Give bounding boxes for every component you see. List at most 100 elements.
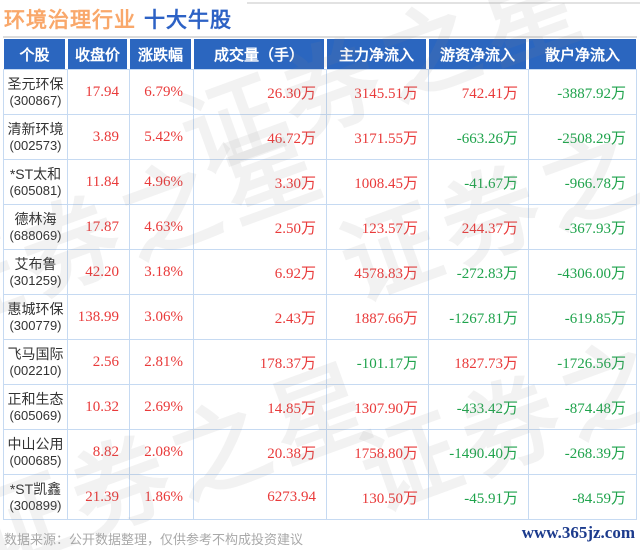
change-value: 3.06%	[130, 295, 193, 339]
column-header: 散户净流入	[528, 39, 637, 69]
hot-value: 244.37万	[429, 205, 528, 249]
main-value: 1008.45万	[327, 160, 428, 204]
main-value: 1307.90万	[327, 385, 428, 429]
change-value: 4.63%	[130, 205, 193, 249]
main-value: 123.57万	[327, 205, 428, 249]
stock-cell: *ST凯鑫 (300899)	[4, 475, 67, 519]
main-value: 4578.83万	[327, 250, 428, 294]
top-divider-line	[247, 2, 640, 4]
change-value: 6.79%	[130, 70, 193, 114]
stock-cell: *ST太和 (605081)	[4, 160, 67, 204]
stock-name: *ST太和	[9, 165, 62, 182]
retail-value: -367.93万	[529, 205, 636, 249]
main-value: 3145.51万	[327, 70, 428, 114]
main-value: -101.17万	[327, 340, 428, 384]
retail-value: -268.39万	[529, 430, 636, 474]
hot-value: -41.67万	[429, 160, 528, 204]
retail-value: -2508.29万	[529, 115, 636, 159]
hot-value: -1490.40万	[429, 430, 528, 474]
stock-name: 德林海	[14, 210, 57, 227]
retail-value: -966.78万	[529, 160, 636, 204]
stock-code: (688069)	[9, 227, 62, 243]
change-value: 2.81%	[130, 340, 193, 384]
stock-cell: 飞马国际 (002210)	[4, 340, 67, 384]
change-value: 4.96%	[130, 160, 193, 204]
stock-code: (301259)	[9, 272, 62, 288]
title-industry: 环境治理行业	[4, 9, 136, 32]
hot-value: 1827.73万	[429, 340, 528, 384]
column-header: 主力净流入	[326, 39, 427, 69]
close-value: 17.94	[68, 70, 129, 114]
close-value: 3.89	[68, 115, 129, 159]
volume-value: 3.30万	[194, 160, 326, 204]
stock-code: (002573)	[9, 137, 62, 153]
stock-code: (002210)	[9, 362, 62, 378]
close-value: 8.82	[68, 430, 129, 474]
hot-value: -1267.81万	[429, 295, 528, 339]
stock-code: (605081)	[9, 182, 62, 198]
stock-code: (300867)	[9, 92, 62, 108]
main-value: 1887.66万	[327, 295, 428, 339]
stock-cell: 艾布鲁 (301259)	[4, 250, 67, 294]
stock-cell: 圣元环保 (300867)	[4, 70, 67, 114]
column-header: 收盘价	[67, 39, 128, 69]
volume-value: 26.30万	[194, 70, 326, 114]
stock-name: *ST凯鑫	[9, 480, 62, 497]
column-header: 个股	[3, 39, 66, 69]
volume-value: 2.43万	[194, 295, 326, 339]
hot-value: -45.91万	[429, 475, 528, 519]
close-value: 17.87	[68, 205, 129, 249]
hot-value: 742.41万	[429, 70, 528, 114]
main-value: 130.50万	[327, 475, 428, 519]
hot-value: -663.26万	[429, 115, 528, 159]
volume-value: 14.85万	[194, 385, 326, 429]
close-value: 11.84	[68, 160, 129, 204]
stock-code: (605069)	[9, 407, 62, 423]
stock-table: 个股 收盘价 涨跌幅 成交量（手） 主力净流入 游资净流入 散户净流入 圣元环保 (30086…	[3, 36, 637, 520]
hot-value: -272.83万	[429, 250, 528, 294]
stock-cell: 清新环境 (002573)	[4, 115, 67, 159]
hot-value: -433.42万	[429, 385, 528, 429]
retail-value: -4306.00万	[529, 250, 636, 294]
stock-name: 清新环境	[7, 120, 64, 137]
retail-value: -3887.92万	[529, 70, 636, 114]
stock-name: 正和生态	[7, 390, 64, 407]
change-value: 2.08%	[130, 430, 193, 474]
stock-code: (000685)	[9, 452, 62, 468]
column-header: 涨跌幅	[129, 39, 192, 69]
stock-cell: 惠城环保 (300779)	[4, 295, 67, 339]
stock-name: 圣元环保	[7, 75, 64, 92]
change-value: 5.42%	[130, 115, 193, 159]
change-value: 1.86%	[130, 475, 193, 519]
retail-value: -619.85万	[529, 295, 636, 339]
column-header: 游资净流入	[428, 39, 527, 69]
stock-code: (300899)	[9, 497, 62, 513]
close-value: 10.32	[68, 385, 129, 429]
volume-value: 46.72万	[194, 115, 326, 159]
data-source-note: 数据来源：公开数据整理，仅供参考不构成投资建议	[4, 532, 304, 547]
stock-table-body: 圣元环保 (300867) 17.94 6.79% 26.30万 3145.51万 742.…	[3, 69, 637, 520]
close-value: 21.39	[68, 475, 129, 519]
volume-value: 6273.94	[194, 475, 326, 519]
volume-value: 20.38万	[194, 430, 326, 474]
stock-cell: 正和生态 (605069)	[4, 385, 67, 429]
close-value: 42.20	[68, 250, 129, 294]
stock-name: 中山公用	[7, 435, 64, 452]
stock-cell: 中山公用 (000685)	[4, 430, 67, 474]
table-top-border	[3, 36, 637, 38]
change-value: 3.18%	[130, 250, 193, 294]
volume-value: 2.50万	[194, 205, 326, 249]
main-value: 1758.80万	[327, 430, 428, 474]
retail-value: -1726.56万	[529, 340, 636, 384]
retail-value: -84.59万	[529, 475, 636, 519]
close-value: 2.56	[68, 340, 129, 384]
column-header: 成交量（手）	[193, 39, 325, 69]
site-url: www.365jz.com	[521, 523, 635, 542]
change-value: 2.69%	[130, 385, 193, 429]
title-suffix: 十大牛股	[144, 9, 232, 32]
stock-name: 惠城环保	[7, 300, 64, 317]
stock-code: (300779)	[9, 317, 62, 333]
main-value: 3171.55万	[327, 115, 428, 159]
volume-value: 178.37万	[194, 340, 326, 384]
stock-table-header: 个股 收盘价 涨跌幅 成交量（手） 主力净流入 游资净流入 散户净流入	[3, 39, 637, 69]
